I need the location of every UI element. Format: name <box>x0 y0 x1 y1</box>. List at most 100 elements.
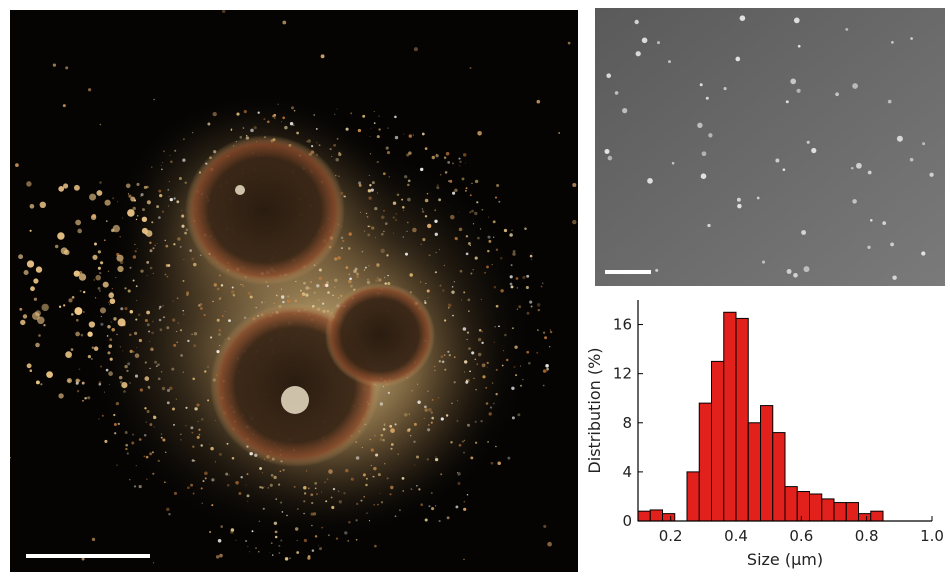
speckle <box>87 354 92 359</box>
speckle <box>361 250 364 253</box>
speckle <box>396 193 400 197</box>
speckle <box>408 151 412 155</box>
speckle <box>134 331 138 335</box>
speckle <box>160 371 163 373</box>
speckle <box>402 490 404 492</box>
speckle <box>185 425 187 427</box>
speckle <box>413 440 416 443</box>
speckle <box>190 426 194 430</box>
speckle <box>132 433 135 436</box>
speckle <box>438 360 442 363</box>
speckle <box>104 199 111 206</box>
speckle <box>558 132 561 134</box>
speckle <box>250 128 254 133</box>
speckle <box>469 194 472 197</box>
speckle <box>360 499 363 502</box>
speckle <box>110 321 113 323</box>
speckle <box>417 400 421 404</box>
speckle <box>35 266 43 273</box>
speckle <box>463 507 467 511</box>
speckle <box>198 428 201 431</box>
speckle <box>165 451 167 453</box>
speckle <box>185 228 189 232</box>
speckle <box>467 242 471 245</box>
speckle <box>466 338 468 340</box>
speckle <box>177 322 179 324</box>
speckle <box>225 472 229 476</box>
speckle <box>343 492 346 495</box>
histogram-bar <box>747 422 761 522</box>
speckle <box>161 168 163 171</box>
speckle <box>477 352 482 357</box>
speckle <box>314 487 317 490</box>
speckle <box>192 492 195 495</box>
speckle <box>248 551 250 553</box>
speckle <box>193 331 198 336</box>
speckle <box>332 487 336 491</box>
speckle <box>356 272 359 276</box>
speckle <box>475 389 477 391</box>
histogram-bar <box>772 432 786 522</box>
speckle <box>453 356 456 359</box>
speckle <box>146 275 148 277</box>
speckle <box>181 224 185 228</box>
speckle <box>452 191 456 195</box>
speckle <box>196 403 200 407</box>
speckle <box>200 487 203 490</box>
speckle <box>305 286 309 290</box>
speckle <box>29 203 35 209</box>
speckle <box>182 138 185 141</box>
speckle <box>94 297 97 299</box>
speckle <box>437 396 440 399</box>
speckle <box>253 126 257 130</box>
speckle <box>518 305 522 309</box>
speckle <box>156 205 160 209</box>
speckle <box>481 341 484 345</box>
speckle <box>293 485 296 488</box>
speckle <box>436 186 440 190</box>
speckle <box>415 455 420 459</box>
speckle <box>191 431 194 434</box>
speckle <box>158 318 162 322</box>
speckle <box>146 478 148 481</box>
speckle <box>26 181 32 187</box>
sem-particle <box>896 135 903 142</box>
speckle <box>434 232 438 236</box>
speckle <box>313 114 316 116</box>
speckle <box>524 227 527 230</box>
speckle <box>261 486 264 489</box>
speckle <box>471 209 474 213</box>
speckle <box>136 347 137 349</box>
histogram-axes: 0 4 8 12 16 0.2 0.4 0.6 0.8 1.0 <box>613 300 944 545</box>
speckle <box>282 300 285 304</box>
speckle <box>303 486 307 490</box>
speckle <box>258 520 261 522</box>
speckle <box>572 183 577 187</box>
speckle <box>136 247 139 250</box>
speckle <box>435 252 437 254</box>
speckle <box>161 210 165 213</box>
speckle <box>294 299 298 303</box>
speckle <box>191 459 195 462</box>
speckle <box>228 474 230 476</box>
speckle <box>457 481 461 486</box>
speckle <box>394 515 397 518</box>
speckle <box>381 215 385 219</box>
speckle <box>310 144 314 148</box>
speckle <box>210 446 214 451</box>
speckle <box>347 247 351 250</box>
sem-particle <box>657 41 660 45</box>
x-tick-label: 0.8 <box>855 527 879 545</box>
speckle <box>264 486 266 488</box>
sem-particle <box>870 219 873 222</box>
histogram-bar <box>735 317 749 522</box>
speckle <box>124 364 128 369</box>
sem-particle <box>606 73 612 79</box>
speckle <box>463 501 466 503</box>
speckle <box>427 428 431 432</box>
speckle <box>125 443 129 447</box>
speckle <box>134 243 136 246</box>
speckle <box>345 468 349 473</box>
histogram-bar <box>698 402 712 522</box>
speckle <box>418 488 421 491</box>
